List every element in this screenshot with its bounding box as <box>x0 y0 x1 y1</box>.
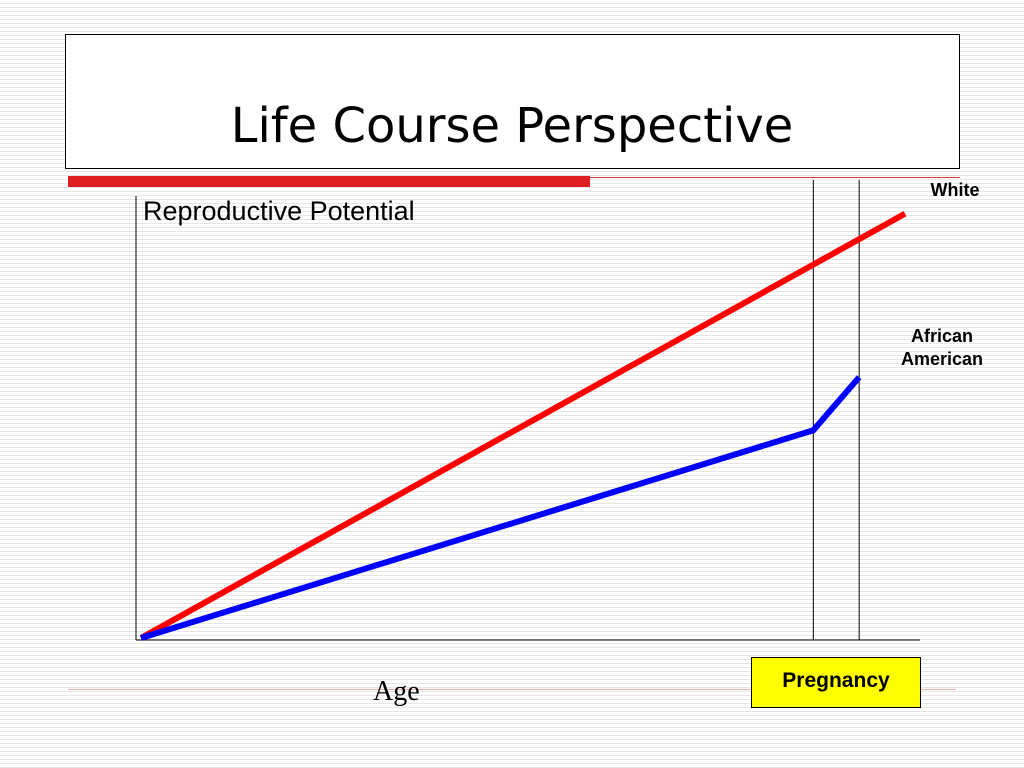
legend-white: White <box>930 180 980 200</box>
pregnancy-markers <box>812 180 860 640</box>
pregnancy-label: Pregnancy <box>751 657 921 708</box>
accent-rule <box>590 177 960 178</box>
legend-aa-line2: American <box>900 349 984 370</box>
legend-aa-line1: African <box>910 326 973 346</box>
series-line-african-american <box>140 375 862 641</box>
accent-bar <box>68 176 590 187</box>
title-box <box>65 34 960 169</box>
legend-african-american: African American <box>882 325 1002 372</box>
chart-series <box>139 211 907 641</box>
footer-rule <box>68 689 956 690</box>
chart-axes <box>135 196 920 641</box>
slide-title: Life Course Perspective <box>230 98 794 154</box>
x-axis-label: Age <box>373 676 420 707</box>
series-line-white <box>139 211 907 641</box>
y-axis-label: Reproductive Potential <box>143 196 415 226</box>
